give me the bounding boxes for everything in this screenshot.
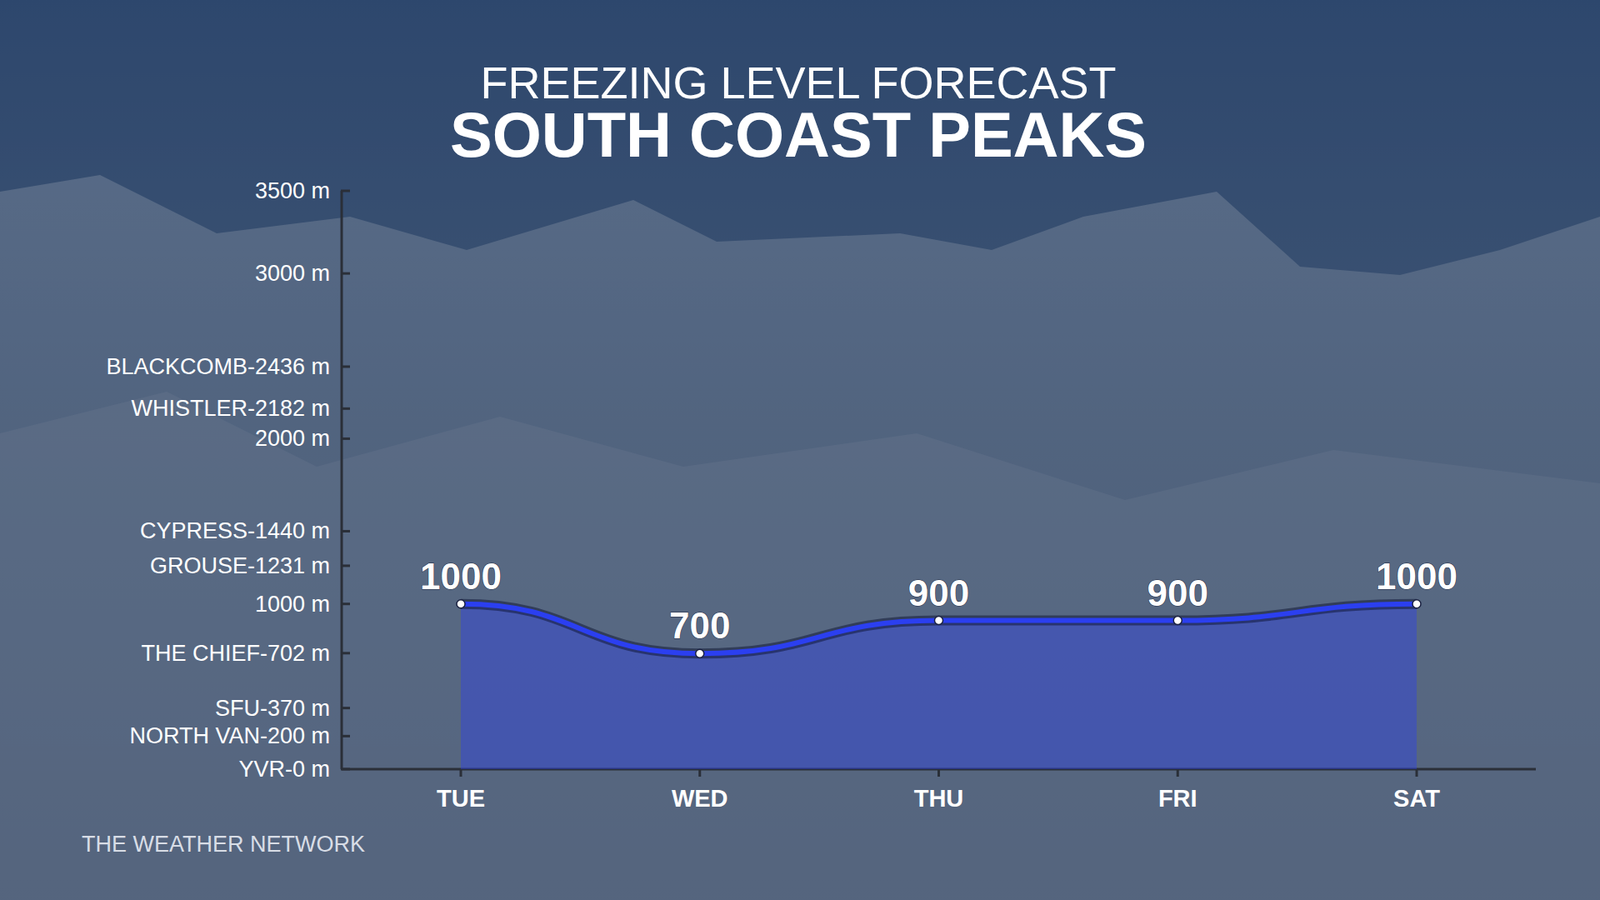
- point: [456, 600, 465, 609]
- x-tick: [460, 769, 463, 777]
- y-tick: [340, 768, 350, 771]
- y-axis: [340, 190, 344, 770]
- y-tick-label: GROUSE-1231 m: [150, 553, 330, 579]
- x-tick-label: FRI: [1158, 785, 1198, 812]
- x-tick: [1176, 769, 1180, 777]
- y-tick-label: 2000 m: [255, 425, 330, 451]
- x-tick-label: WED: [671, 785, 729, 812]
- y-tick: [340, 365, 350, 368]
- y-tick: [340, 190, 350, 193]
- y-tick: [340, 437, 350, 440]
- y-tick-label: WHISTLER-2182 m: [130, 395, 330, 421]
- y-tick: [340, 651, 350, 655]
- source: THE WEATHER NETWORK: [81, 831, 365, 857]
- data-label: 1000: [1375, 555, 1458, 597]
- point: [935, 616, 944, 625]
- point: [1173, 616, 1182, 625]
- y-tick-label: THE CHIEF-702 m: [140, 640, 330, 666]
- point: [1412, 600, 1421, 609]
- data-label: 900: [1147, 572, 1209, 614]
- x-tick: [1415, 769, 1419, 777]
- x-tick-label: THU: [914, 785, 965, 812]
- y-tick-label: 3000 m: [255, 260, 330, 286]
- data-label: 1000: [420, 555, 502, 597]
- data-label: 700: [669, 605, 730, 646]
- area-fill: [460, 604, 1417, 770]
- y-tick-label: NORTH VAN-200 m: [129, 723, 330, 749]
- y-tick-label: 3500 m: [255, 178, 330, 204]
- x-tick-label: SAT: [1393, 785, 1440, 812]
- x-tick: [937, 769, 940, 777]
- y-tick: [340, 602, 350, 605]
- chart: FREEZING LEVEL FORECASTSOUTH COAST PEAKS…: [0, 0, 1600, 900]
- background: [0, 0, 1600, 900]
- y-tick-label: 1000 m: [255, 591, 330, 617]
- plot-area: [456, 600, 1421, 770]
- x-tick: [698, 769, 701, 777]
- data-label: 900: [908, 572, 970, 614]
- y-tick: [340, 564, 350, 567]
- y-tick: [340, 530, 350, 533]
- subtitle: SOUTH COAST PEAKS: [450, 99, 1147, 170]
- y-tick-label: CYPRESS-1440 m: [140, 518, 330, 544]
- y-tick-label: YVR-0 m: [238, 756, 330, 782]
- y-tick-label: BLACKCOMB-2436 m: [105, 354, 330, 380]
- y-tick: [340, 706, 350, 710]
- y-tick: [340, 272, 350, 275]
- x-tick-label: TUE: [436, 785, 485, 812]
- y-tick: [340, 735, 350, 738]
- y-tick-label: SFU-370 m: [215, 695, 330, 721]
- y-tick: [340, 407, 350, 410]
- point: [695, 649, 705, 658]
- overlay: [0, 0, 1600, 900]
